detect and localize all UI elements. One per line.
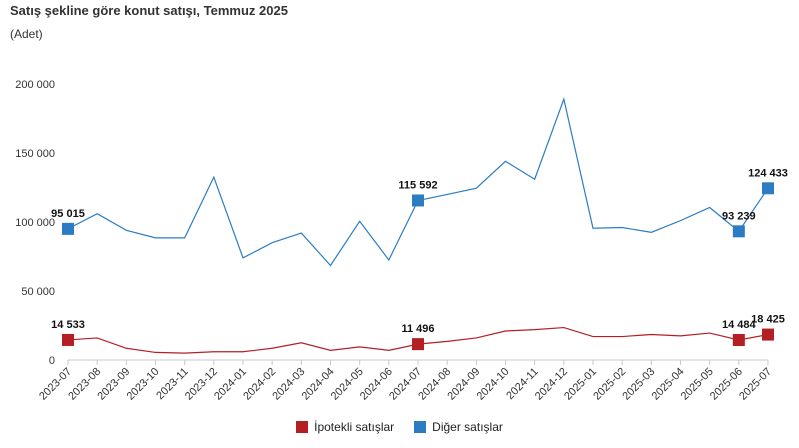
data-point-marker (762, 328, 774, 341)
data-label: 14 484 (722, 319, 757, 331)
y-tick-label: 50 000 (21, 286, 55, 298)
x-tick-label: 2025-07 (737, 366, 774, 403)
data-label: 11 496 (401, 323, 434, 335)
x-tick-label: 2023-10 (125, 366, 162, 403)
y-tick-label: 0 (49, 355, 55, 367)
y-tick-label: 150 000 (15, 148, 55, 160)
legend-item-mortgaged[interactable]: İpotekli satışlar (296, 420, 394, 434)
data-label: 115 592 (398, 179, 437, 191)
y-tick-label: 200 000 (15, 79, 55, 91)
chart-legend: İpotekli satışlar Diğer satışlar (0, 420, 799, 434)
data-label: 14 533 (51, 319, 85, 331)
legend-swatch-mortgaged (296, 421, 309, 433)
chart-subtitle: (Adet) (10, 27, 43, 41)
legend-swatch-other (414, 421, 427, 433)
data-point-marker (732, 334, 745, 347)
data-label: 95 015 (51, 208, 85, 220)
data-point-marker (62, 222, 74, 235)
data-label: 18 425 (751, 314, 785, 326)
data-point-marker (732, 225, 745, 238)
data-point-marker (412, 338, 424, 351)
legend-item-other[interactable]: Diğer satışlar (414, 420, 503, 434)
data-point-marker (762, 182, 774, 195)
data-label: 124 433 (748, 167, 788, 179)
legend-label-mortgaged: İpotekli satışlar (314, 420, 395, 434)
legend-label-other: Diğer satışlar (432, 420, 503, 434)
chart-title: Satış şekline göre konut satışı, Temmuz … (10, 3, 288, 18)
data-point-marker (412, 194, 424, 207)
data-label: 93 239 (722, 210, 756, 222)
x-tick-label: 2024-10 (475, 366, 512, 403)
y-tick-label: 100 000 (15, 217, 55, 229)
data-point-marker (62, 333, 74, 346)
